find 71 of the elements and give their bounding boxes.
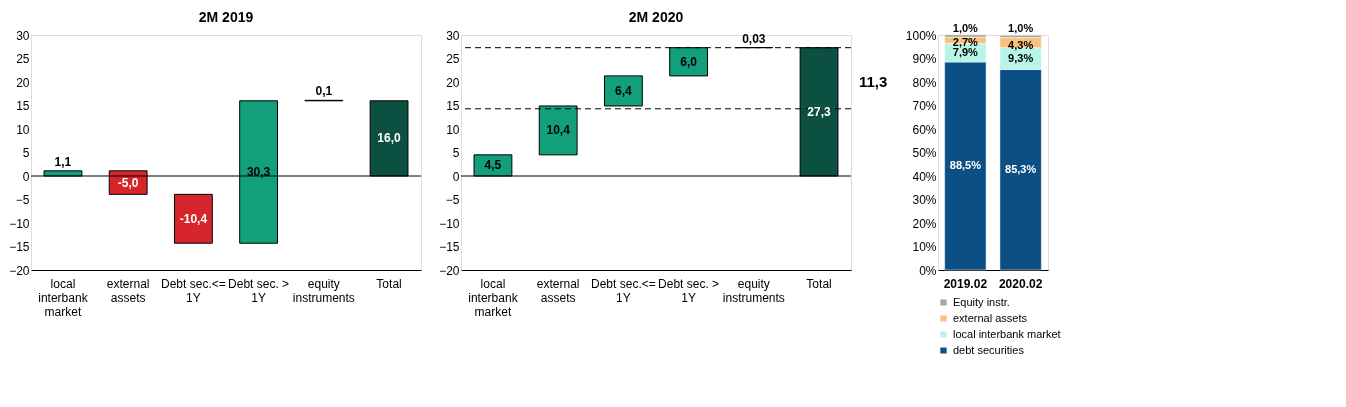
y-tick-label: 100%	[905, 28, 937, 43]
x-tick-label: equity instruments	[722, 276, 785, 305]
x-tick-label: Debt sec.<= 1Y	[591, 276, 656, 305]
data-label: 0,03	[742, 31, 766, 46]
y-tick-label: 40%	[912, 169, 937, 184]
y-tick-label: 0	[22, 169, 30, 184]
y-tick-label: 60%	[912, 122, 937, 137]
data-label: 4,3%	[1008, 38, 1034, 51]
legend-label: debt securities	[953, 343, 1025, 356]
y-tick-label: −5	[445, 193, 460, 207]
x-tick-label: 2019.02	[943, 276, 988, 291]
y-tick-label: −20	[9, 263, 30, 278]
x-tick-label: 2020.02	[998, 276, 1043, 291]
y-tick-label: 0%	[919, 263, 937, 278]
data-label: 0,1	[315, 84, 333, 99]
x-tick-label: external assets	[106, 276, 150, 305]
y-tick-label: 25	[16, 52, 30, 66]
data-label: 1,0%	[952, 21, 979, 34]
data-label: 27,3	[807, 104, 832, 119]
y-tick-label: 30	[446, 28, 460, 43]
y-tick-label: 30%	[912, 193, 937, 207]
x-tick-label: local interbank market	[38, 276, 89, 319]
y-tick-label: −15	[439, 240, 460, 254]
data-label: 1,1	[54, 154, 72, 169]
y-tick-label: 10	[16, 122, 30, 137]
x-tick-label: external assets	[536, 276, 580, 305]
chart-title: 2M 2020	[628, 9, 684, 25]
y-tick-label: 90%	[912, 52, 937, 66]
data-label: 4,5	[484, 158, 502, 173]
data-label: 88,5%	[949, 159, 982, 172]
data-label: -5,0	[117, 175, 139, 190]
data-label: -10,4	[179, 211, 208, 226]
x-tick-label: equity instruments	[292, 276, 355, 305]
data-label: 6,0	[680, 54, 698, 69]
x-tick-label: Total	[376, 276, 402, 291]
y-tick-label: 25	[446, 52, 460, 66]
data-label: 10,4	[546, 123, 571, 138]
y-tick-label: 10	[446, 122, 460, 137]
legend-label: Equity instr.	[953, 295, 1010, 308]
y-tick-label: 15	[16, 99, 30, 113]
y-tick-label: 0	[452, 169, 460, 184]
data-label: 16,0	[377, 131, 402, 146]
y-tick-label: 30	[16, 28, 30, 43]
y-tick-label: 50%	[912, 146, 937, 160]
y-tick-label: −15	[9, 240, 30, 254]
text: 11,3	[859, 73, 888, 90]
y-tick-label: 20	[16, 75, 30, 90]
data-label: 6,4	[615, 83, 633, 98]
y-tick-label: −20	[439, 263, 460, 278]
y-tick-label: 20	[446, 75, 460, 90]
y-tick-label: 10%	[912, 240, 937, 254]
y-tick-label: −10	[439, 216, 460, 231]
y-tick-label: 15	[446, 99, 460, 113]
data-label: 30,3	[246, 165, 271, 180]
y-tick-label: −5	[15, 193, 30, 207]
y-tick-label: 70%	[912, 99, 937, 113]
data-label: 1,0%	[1008, 22, 1034, 35]
x-tick-label: Total	[806, 276, 832, 291]
y-tick-label: 20%	[912, 216, 937, 231]
y-tick-label: 80%	[912, 75, 937, 90]
x-tick-label: Debt sec. > 1Y	[658, 276, 720, 305]
data-label: 9,3%	[1008, 51, 1034, 64]
chart-title: 2M 2019	[198, 9, 254, 25]
y-tick-label: 5	[452, 146, 460, 160]
x-tick-label: local interbank market	[468, 276, 519, 319]
y-tick-label: 5	[22, 146, 30, 160]
x-tick-label: Debt sec. > 1Y	[228, 276, 290, 305]
data-label: 85,3%	[1005, 162, 1037, 175]
legend-label: local interbank market	[953, 327, 1061, 340]
x-tick-label: Debt sec.<= 1Y	[161, 276, 226, 305]
y-tick-label: −10	[9, 216, 30, 231]
